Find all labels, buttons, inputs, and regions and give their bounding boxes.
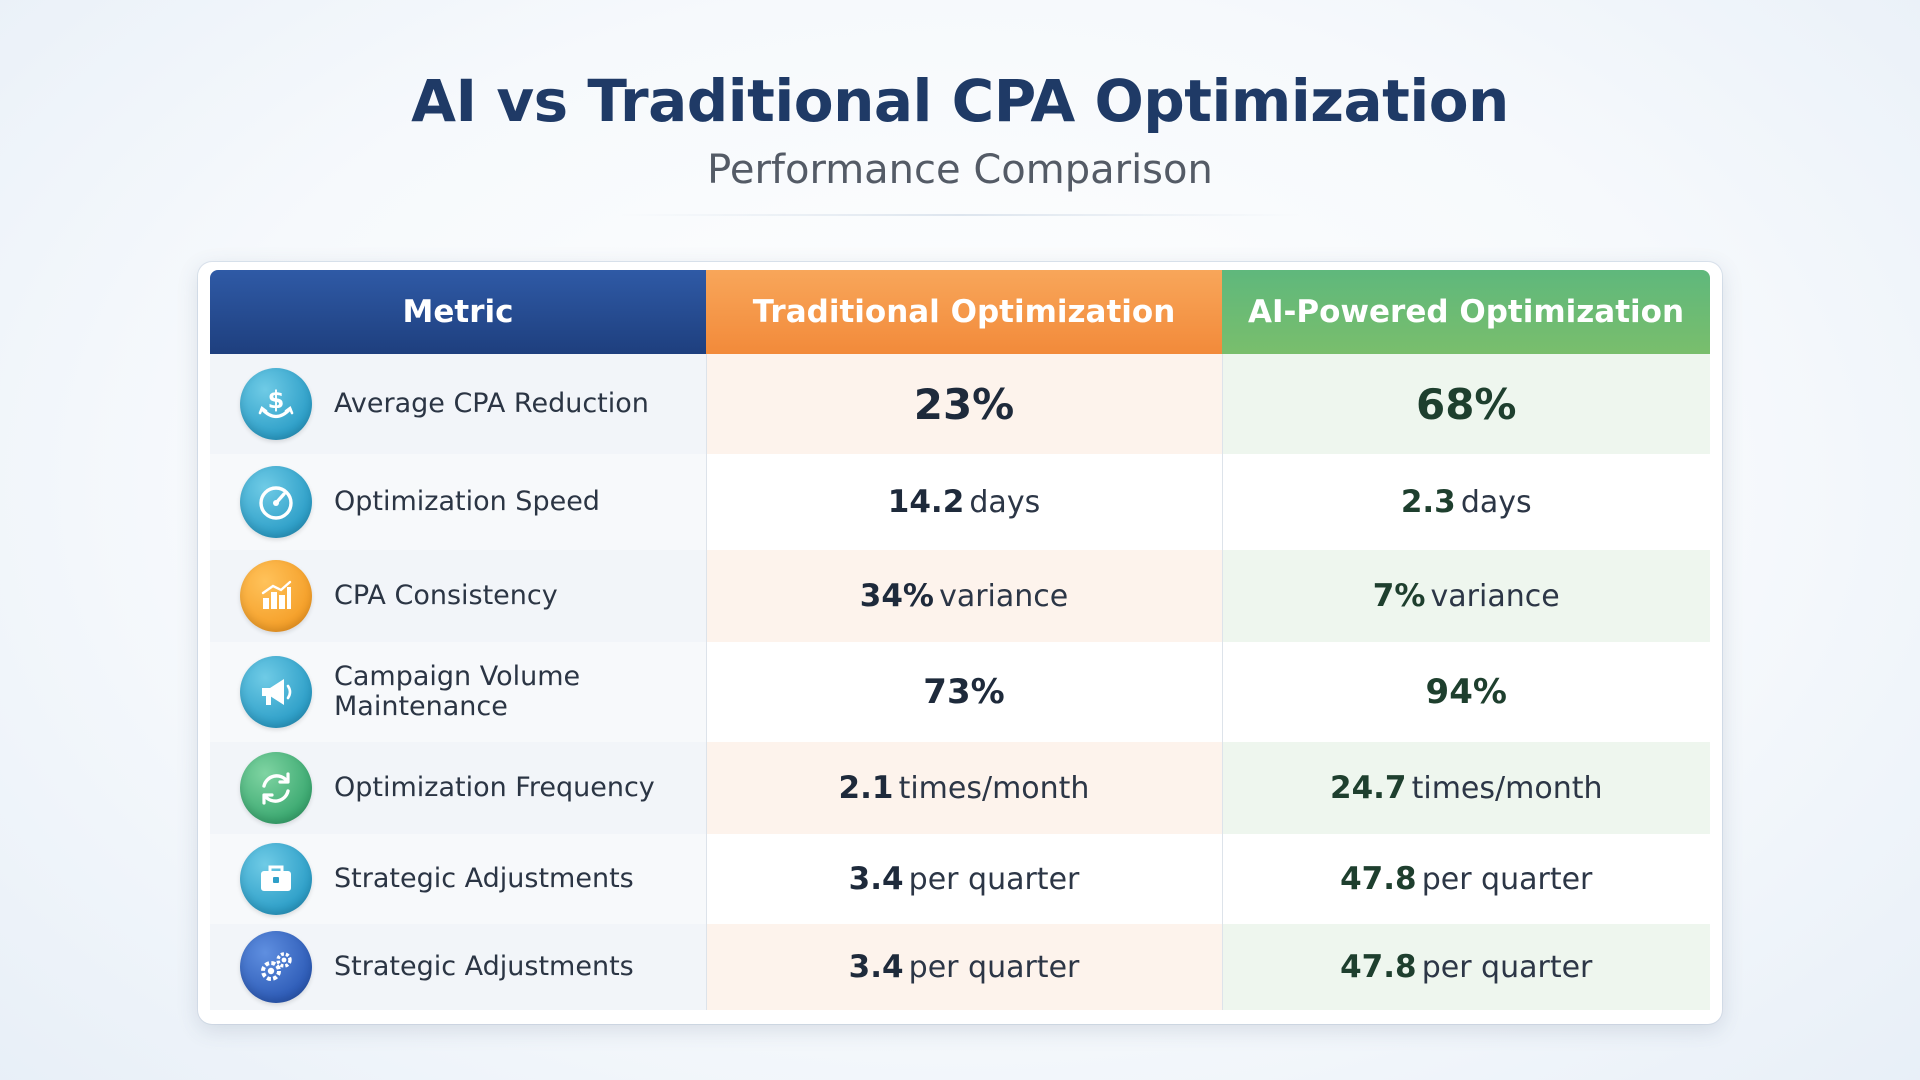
table-row: Campaign Volume Maintenance 73% 94%	[210, 642, 1710, 742]
table-row: CPA Consistency 34% variance 7% variance	[210, 550, 1710, 642]
traditional-value: 2.1	[838, 770, 894, 806]
ai-value-cell: 68%	[1222, 354, 1710, 454]
column-header-metric: Metric	[210, 270, 706, 354]
ai-value-cell: 7% variance	[1222, 550, 1710, 642]
ai-value: 2.3	[1400, 484, 1456, 520]
traditional-value: 34%	[859, 578, 934, 614]
metric-label: Optimization Speed	[334, 486, 600, 517]
megaphone-icon	[240, 656, 312, 728]
traditional-unit: variance	[939, 579, 1069, 614]
ai-value-cell: 94%	[1222, 642, 1710, 742]
ai-unit: per quarter	[1421, 950, 1593, 985]
briefcase-icon	[240, 843, 312, 915]
traditional-value-cell: 3.4 per quarter	[706, 924, 1223, 1010]
table-row: Optimization Speed 14.2 days 2.3 days	[210, 454, 1710, 550]
ai-value: 7%	[1372, 578, 1426, 614]
metric-label: CPA Consistency	[334, 580, 558, 611]
traditional-value: 3.4	[848, 861, 904, 897]
traditional-value: 73%	[923, 672, 1005, 712]
dollar-anchor-icon: $	[240, 368, 312, 440]
ai-value: 47.8	[1340, 949, 1417, 985]
comparison-table: Metric Traditional Optimization AI-Power…	[210, 270, 1710, 1010]
metric-label: Strategic Adjustments	[334, 951, 634, 982]
ai-value-cell: 2.3 days	[1222, 454, 1710, 550]
metric-cell: Strategic Adjustments	[210, 834, 707, 924]
traditional-unit: times/month	[898, 771, 1090, 806]
metric-label: Campaign Volume Maintenance	[334, 661, 581, 722]
traditional-value: 14.2	[887, 484, 965, 520]
table-header-row: Metric Traditional Optimization AI-Power…	[210, 270, 1710, 354]
traditional-value-cell: 23%	[706, 354, 1223, 454]
column-header-traditional: Traditional Optimization	[706, 270, 1222, 354]
page-title: AI vs Traditional CPA Optimization	[411, 67, 1509, 135]
ai-value: 94%	[1425, 672, 1507, 712]
title-divider	[620, 214, 1300, 216]
ai-unit: days	[1460, 485, 1532, 520]
traditional-unit: days	[969, 485, 1041, 520]
traditional-value-cell: 2.1 times/month	[706, 742, 1223, 834]
metric-cell: Optimization Speed	[210, 454, 707, 550]
ai-unit: per quarter	[1421, 862, 1593, 897]
comparison-card: Metric Traditional Optimization AI-Power…	[198, 262, 1722, 1024]
metric-cell: $ Average CPA Reduction	[210, 354, 707, 454]
bar-chart-icon	[240, 560, 312, 632]
traditional-value-cell: 3.4 per quarter	[706, 834, 1223, 924]
ai-value-cell: 24.7 times/month	[1222, 742, 1710, 834]
table-row: $ Average CPA Reduction 23% 68%	[210, 354, 1710, 454]
ai-value: 68%	[1415, 379, 1517, 429]
refresh-icon	[240, 752, 312, 824]
svg-text:$: $	[268, 386, 285, 414]
metric-cell: CPA Consistency	[210, 550, 707, 642]
ai-unit: times/month	[1411, 771, 1603, 806]
ai-value-cell: 47.8 per quarter	[1222, 924, 1710, 1010]
speedometer-icon	[240, 466, 312, 538]
traditional-value-cell: 34% variance	[706, 550, 1223, 642]
metric-label: Optimization Frequency	[334, 772, 655, 803]
table-row: Strategic Adjustments 3.4 per quarter 47…	[210, 924, 1710, 1010]
metric-cell: Strategic Adjustments	[210, 924, 707, 1010]
column-header-ai: AI-Powered Optimization	[1222, 270, 1710, 354]
ai-value: 47.8	[1340, 861, 1417, 897]
page-subtitle: Performance Comparison	[707, 147, 1213, 193]
traditional-value-cell: 14.2 days	[706, 454, 1223, 550]
ai-unit: variance	[1430, 579, 1560, 614]
gears-icon	[240, 931, 312, 1003]
metric-label: Strategic Adjustments	[334, 863, 634, 894]
title-block: AI vs Traditional CPA Optimization Perfo…	[0, 62, 1920, 198]
ai-value-cell: 47.8 per quarter	[1222, 834, 1710, 924]
traditional-unit: per quarter	[908, 950, 1080, 985]
table-row: Strategic Adjustments 3.4 per quarter 47…	[210, 834, 1710, 924]
traditional-value-cell: 73%	[706, 642, 1223, 742]
metric-cell: Optimization Frequency	[210, 742, 707, 834]
metric-label: Average CPA Reduction	[334, 388, 649, 419]
ai-value: 24.7	[1330, 770, 1407, 806]
traditional-value: 23%	[913, 379, 1015, 429]
traditional-value: 3.4	[848, 949, 904, 985]
table-row: Optimization Frequency 2.1 times/month 2…	[210, 742, 1710, 834]
metric-cell: Campaign Volume Maintenance	[210, 642, 707, 742]
traditional-unit: per quarter	[908, 862, 1080, 897]
